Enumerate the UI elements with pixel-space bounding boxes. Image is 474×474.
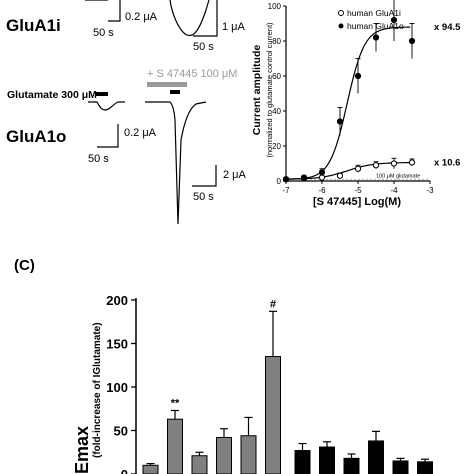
glutamate-application-bar-1 — [96, 92, 108, 96]
glua1i-large-scalebar — [193, 0, 218, 37]
dose-response-chart: 100 μM glutamate 0 20 40 60 80 100 -7 -6 -5 -4 -3… — [251, 0, 461, 208]
dose-response-x-tick-label: -7 — [282, 186, 290, 195]
glua1o-fit-curve — [286, 26, 411, 180]
bar-chart-y-tick-label: 150 — [106, 337, 128, 352]
dose-response-y-axis-sublabel: (normalized to glutamate control current… — [265, 22, 274, 158]
dose-response-y-axis-label: Current amplitude — [251, 45, 263, 136]
glua1o-data-point — [354, 72, 362, 80]
glua1o-data-point — [318, 169, 326, 176]
gray-bar — [216, 436, 232, 474]
dose-response-y-tick-label: 40 — [272, 107, 281, 116]
gray-bar — [167, 418, 183, 474]
legend-marker-glua1i — [338, 10, 344, 16]
s47445-application-bar — [147, 82, 187, 87]
glua1i-data-point — [336, 172, 344, 179]
glua1i-large-scale-amp: 1 μA — [222, 21, 246, 33]
glua1o-data-point — [390, 16, 398, 24]
dose-response-y-tick-label: 80 — [272, 37, 281, 46]
gray-bar — [265, 356, 281, 474]
glua1i-label: GluA1i — [6, 16, 61, 35]
bar-chart-y-tick-label: 0 — [121, 467, 128, 474]
glua1o-label: GluA1o — [6, 127, 66, 146]
dose-response-y-tick-label: 100 — [268, 2, 282, 11]
glutamate-application-bar-2 — [170, 90, 180, 94]
glua1o-trace-potentiated — [145, 101, 207, 225]
dose-response-curves — [286, 26, 411, 180]
significance-label: # — [270, 298, 276, 310]
black-bar — [368, 440, 384, 474]
glua1o-large-scalebar — [192, 165, 217, 187]
legend-label-glua1i: human GluA1i — [347, 8, 401, 18]
dose-response-x-tick-label: -3 — [426, 186, 434, 195]
significance-label: ** — [171, 397, 180, 409]
dose-response-y-tick-label: 20 — [272, 142, 281, 151]
glua1o-small-scale-amp: 0.2 μA — [124, 127, 157, 139]
glua1i-data-point — [372, 162, 380, 169]
bar-chart-y-ticks: 0 50 100 150 200 — [106, 293, 136, 474]
glua1o-data-point — [372, 34, 380, 41]
dose-response-points — [282, 0, 416, 183]
gray-bar — [142, 464, 159, 474]
dose-response-x-tick-label: -6 — [318, 186, 326, 195]
glua1o-small-scalebar — [97, 124, 119, 148]
glua1i-data-point — [408, 159, 416, 166]
black-bar — [392, 460, 409, 474]
bar-chart-y-axis-sublabel: (fold-increase of IGlutamate) — [92, 322, 103, 458]
dose-response-x-ticks: -7 -6 -5 -4 -3 — [282, 181, 434, 195]
dose-response-x-tick-label: -5 — [354, 186, 362, 195]
glua1o-data-point — [408, 37, 416, 45]
glua1o-trace-control — [88, 101, 125, 111]
glua1o-small-scale-time: 50 s — [88, 153, 109, 165]
glutamate-label: Glutamate 300 μM — [7, 89, 97, 101]
glua1o-data-point — [282, 176, 290, 183]
glua1i-data-point — [354, 165, 362, 172]
glua1i-small-scale-amp: 0.2 μA — [125, 11, 158, 23]
glutamate-baseline-label: 100 μM glutamate — [376, 173, 420, 179]
traces-panel: 0.2 μA 50 s 1 μA 50 s GluA1i + S 47445 1… — [6, 0, 247, 225]
glua1i-data-point — [390, 160, 398, 167]
glua1o-large-scale-time: 50 s — [193, 191, 214, 203]
legend-label-glua1o: human GluA1o — [347, 21, 404, 31]
legend-marker-glua1o — [338, 23, 344, 29]
glua1o-data-point — [300, 174, 308, 181]
dose-response-y-ticks: 0 20 40 60 80 100 — [268, 2, 286, 186]
dose-response-x-axis-label: [S 47445] Log(M) — [313, 196, 401, 208]
black-bar — [319, 446, 335, 474]
glua1i-large-scale-time: 50 s — [193, 41, 214, 53]
glua1i-small-scalebar — [108, 0, 121, 22]
glua1o-data-point — [336, 118, 344, 125]
gray-bar — [240, 435, 257, 474]
emax-bar-chart: (C) 0 50 100 150 200 ** # Emax (fold-increase… — [14, 257, 433, 474]
gray-bar — [191, 455, 208, 474]
dose-response-x-tick-label: -4 — [390, 186, 398, 195]
panel-c-label: (C) — [14, 257, 35, 274]
black-bar — [294, 450, 311, 474]
glua1i-trace-potentiated — [169, 0, 210, 37]
bar-chart-y-tick-label: 50 — [114, 424, 128, 439]
emax-glua1i-annotation: x 10.6 — [434, 157, 460, 168]
s47445-label: + S 47445 100 μM — [147, 68, 237, 80]
bar-chart-y-tick-label: 200 — [106, 293, 128, 308]
bar-chart-y-tick-label: 100 — [106, 380, 128, 395]
dose-response-y-tick-label: 60 — [272, 72, 281, 81]
glua1i-small-scale-time: 50 s — [93, 27, 114, 39]
bar-chart-y-axis-label: Emax — [72, 426, 92, 474]
bar-chart-bars: ** # — [142, 298, 433, 474]
emax-glua1o-annotation: x 94.5 — [434, 22, 461, 33]
dose-response-y-tick-label: 0 — [277, 177, 282, 186]
glua1o-large-scale-amp: 2 μA — [223, 169, 247, 181]
black-bar — [417, 461, 433, 474]
black-bar — [343, 457, 360, 474]
